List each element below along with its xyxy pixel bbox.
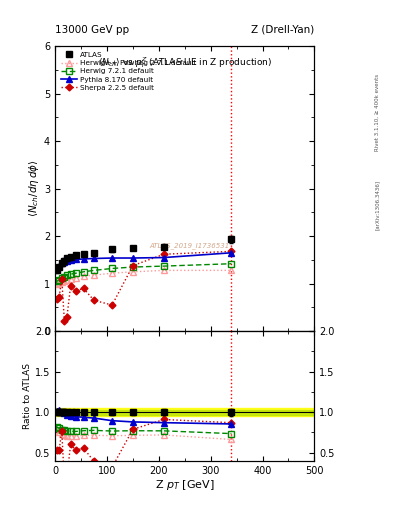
Text: $\langle N_{ch}\rangle$ vs $p_T^Z$ (ATLAS UE in Z production): $\langle N_{ch}\rangle$ vs $p_T^Z$ (ATLA… [97,55,272,70]
Text: Z (Drell-Yan): Z (Drell-Yan) [251,25,314,35]
Bar [55,410,314,415]
Y-axis label: Ratio to ATLAS: Ratio to ATLAS [23,363,32,429]
Text: ATLAS_2019_I1736531: ATLAS_2019_I1736531 [150,242,230,249]
Text: 13000 GeV pp: 13000 GeV pp [55,25,129,35]
Y-axis label: $\langle N_{ch}/d\eta\,d\phi\rangle$: $\langle N_{ch}/d\eta\,d\phi\rangle$ [27,160,41,218]
Bar [55,408,314,416]
Text: [arXiv:1306.3436]: [arXiv:1306.3436] [375,180,380,230]
Legend: ATLAS, Herwig++ Powheg 2.7.1 default, Herwig 7.2.1 default, Pythia 8.170 default: ATLAS, Herwig++ Powheg 2.7.1 default, He… [59,50,198,93]
X-axis label: Z $p_T$ [GeV]: Z $p_T$ [GeV] [155,478,215,493]
Text: Rivet 3.1.10, ≥ 400k events: Rivet 3.1.10, ≥ 400k events [375,74,380,151]
